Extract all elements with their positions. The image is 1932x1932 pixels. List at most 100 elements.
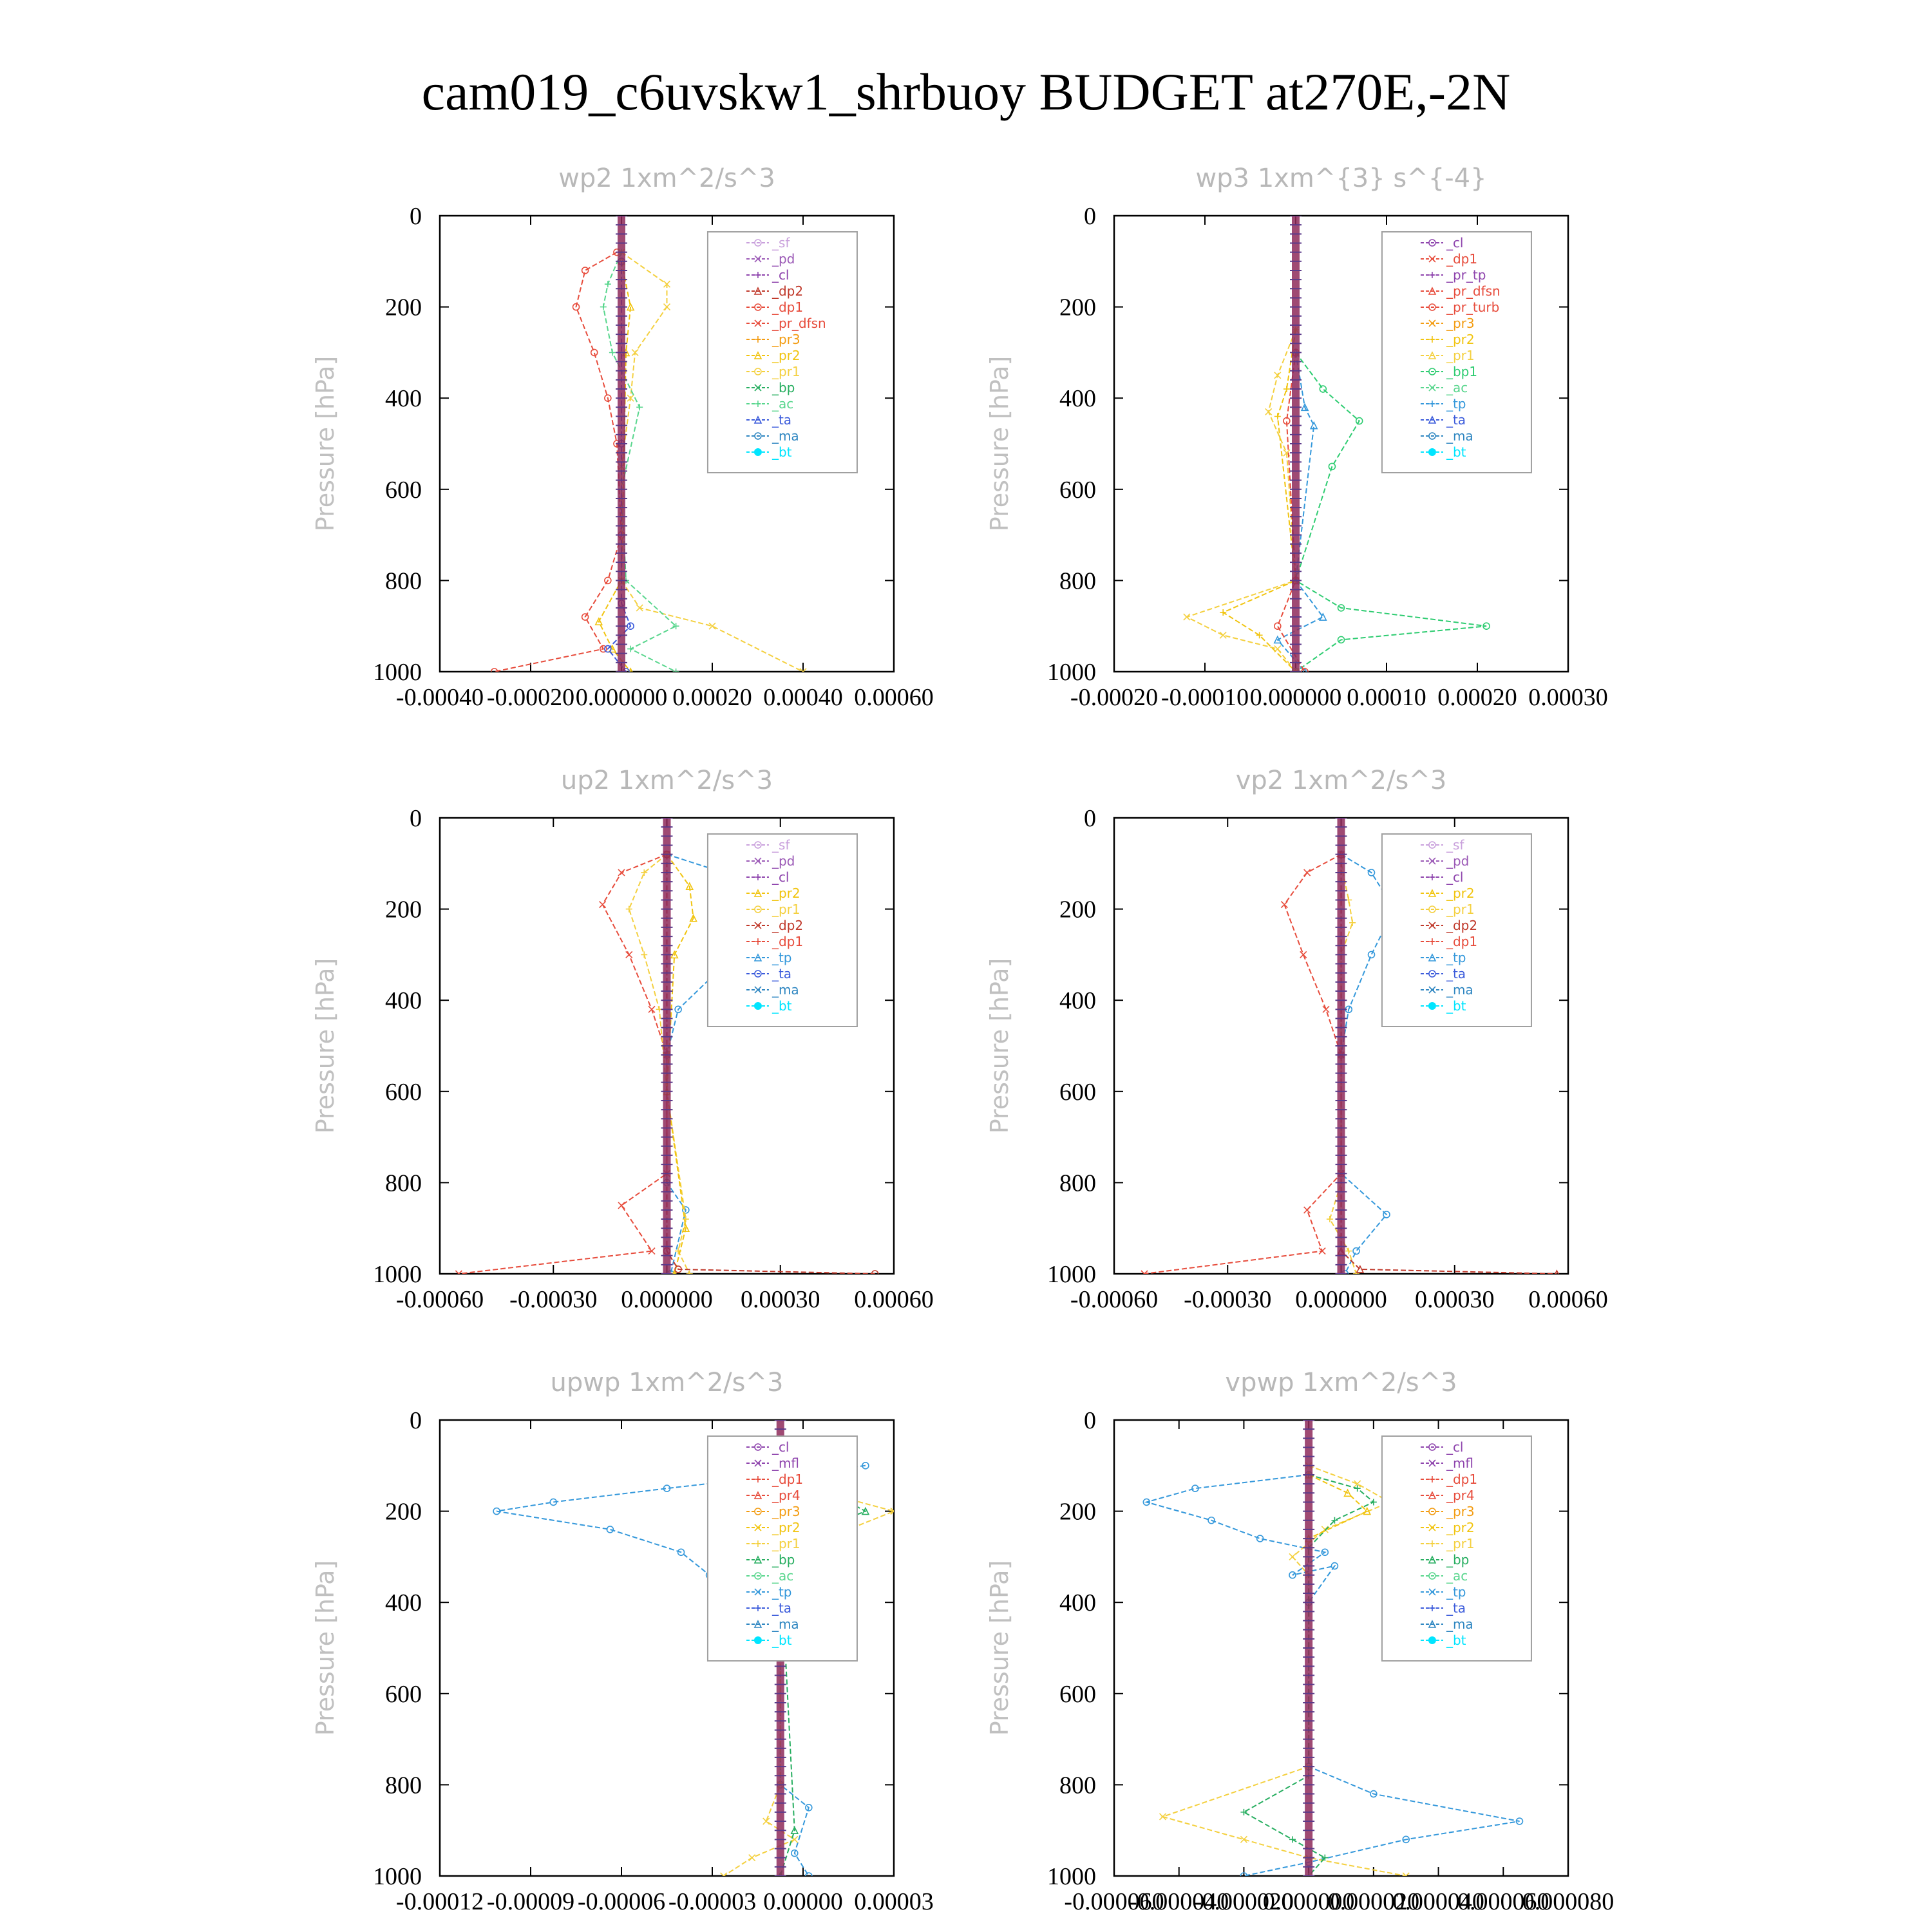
legend-box [1381, 231, 1532, 473]
legend-item: _pd [746, 251, 795, 267]
legend-item: _pr1 [746, 1536, 800, 1551]
legend-label: _bp [772, 1552, 795, 1567]
series-line-pr1 [628, 853, 690, 1274]
data-point [1353, 1271, 1359, 1274]
legend-marker [754, 272, 761, 278]
plot-frame [1113, 1419, 1569, 1877]
legend-item: _ta [746, 966, 791, 981]
data-point [1345, 1247, 1352, 1255]
legend-item: _tp [1420, 396, 1466, 412]
legend-label: _dp1 [1446, 1472, 1477, 1487]
series-line-pr1 [1329, 863, 1357, 1274]
legend-marker [754, 239, 762, 247]
plot-area [490, 216, 807, 672]
legend-marker [754, 874, 761, 880]
y-tick-label: 800 [385, 1170, 422, 1197]
legend-item: _pr3 [1420, 316, 1475, 331]
y-tick-label: 200 [1059, 294, 1096, 321]
legend-marker [754, 384, 762, 392]
data-point [663, 1484, 671, 1492]
legend-label: _pr_dfsn [772, 316, 826, 331]
x-tick-label: 0.00003 [854, 1888, 934, 1915]
x-tick-label: -0.000040 [1129, 1888, 1229, 1915]
legend-label: _cl [772, 1439, 790, 1455]
legend-item: _pr3 [746, 1504, 800, 1519]
y-tick-label: 400 [385, 385, 422, 412]
y-tick-label: 0 [1084, 203, 1096, 230]
data-point [790, 1826, 799, 1834]
legend-marker [754, 319, 762, 327]
y-tick-label: 400 [1059, 987, 1096, 1014]
legend-box [706, 1435, 858, 1662]
legend-label: _ma [772, 428, 799, 444]
x-tick-label: 0.00030 [1528, 684, 1608, 711]
legend-item: _ac [1420, 380, 1468, 395]
legend-item: _pd [1420, 853, 1469, 869]
x-tick-label: -0.00060 [396, 1286, 484, 1313]
legend-box [1381, 1435, 1532, 1662]
x-tick-label: 0.000020 [1328, 1888, 1420, 1915]
legend-marker [1428, 986, 1436, 994]
data-point [1321, 1854, 1329, 1861]
data-point [625, 905, 632, 913]
plot-frame [439, 214, 895, 673]
data-point [609, 349, 616, 356]
data-point [641, 869, 648, 876]
y-tick-label: 600 [1059, 1681, 1096, 1708]
legend-marker [754, 1459, 762, 1467]
data-point [1274, 622, 1282, 630]
data-point [1219, 631, 1227, 639]
legend-label: _ta [772, 966, 791, 981]
data-point [1319, 612, 1327, 621]
legend-item: _bp [746, 380, 795, 395]
x-tick-label: 0.000080 [1522, 1888, 1615, 1915]
data-point [708, 622, 716, 630]
y-tick-label: 800 [1059, 1170, 1096, 1197]
data-point [493, 1507, 500, 1515]
x-tick-label: 0.000000 [576, 684, 668, 711]
data-point [685, 882, 694, 890]
data-point [1183, 613, 1191, 621]
plot-area [1142, 1420, 1524, 1876]
legend-item: _pr2 [746, 1520, 800, 1535]
legend-item: _pr2 [1420, 886, 1475, 901]
legend-marker [1428, 1588, 1436, 1596]
data-point [799, 668, 807, 672]
y-tick-label: 200 [1059, 1499, 1096, 1526]
legend-marker [754, 368, 762, 375]
y-axis-label: Pressure [hPa] [311, 356, 339, 532]
legend-marker [1428, 841, 1436, 849]
x-tick-label: 0.00020 [672, 684, 752, 711]
legend-marker [1428, 1605, 1435, 1611]
legend-label: _pd [772, 251, 795, 267]
legend-label: _ta [1446, 412, 1466, 428]
data-point [1337, 636, 1345, 644]
legend-label: _ac [772, 396, 793, 412]
legend-label: _sf [772, 235, 790, 251]
y-tick-label: 200 [385, 896, 422, 923]
legend-marker [754, 303, 762, 311]
legend-marker [1428, 1540, 1435, 1547]
series-line-dp1 [494, 251, 623, 672]
x-tick-label: -0.00020 [487, 684, 574, 711]
data-point [1280, 900, 1288, 909]
legend-label: _pr3 [1446, 316, 1475, 331]
data-point [1300, 951, 1307, 958]
legend-item: _cl [746, 267, 790, 283]
legend-marker [754, 1508, 762, 1515]
legend-label: _dp1 [1446, 251, 1477, 267]
legend-item: _bp1 [1420, 364, 1477, 379]
data-point [1355, 417, 1363, 425]
legend-item: _ma [1420, 428, 1473, 444]
legend: _cl_mfl_dp1_pr4_pr3_pr2_pr1_bp_ac_tp_ta_… [1381, 1435, 1532, 1662]
legend-item: _pr4 [746, 1488, 800, 1503]
legend-label: _pr2 [1446, 332, 1475, 347]
legend-marker [753, 889, 762, 897]
legend-item: _pr_dfsn [746, 316, 826, 331]
data-point [1326, 1216, 1333, 1223]
chart-panel-3: up2 1xm^2/s^3 Pressure [hPa] 0 200 400 600 800… [311, 766, 934, 1313]
data-point [1343, 1488, 1352, 1497]
data-point [1383, 1211, 1390, 1218]
legend-marker [1428, 970, 1436, 978]
data-point [674, 1265, 682, 1273]
